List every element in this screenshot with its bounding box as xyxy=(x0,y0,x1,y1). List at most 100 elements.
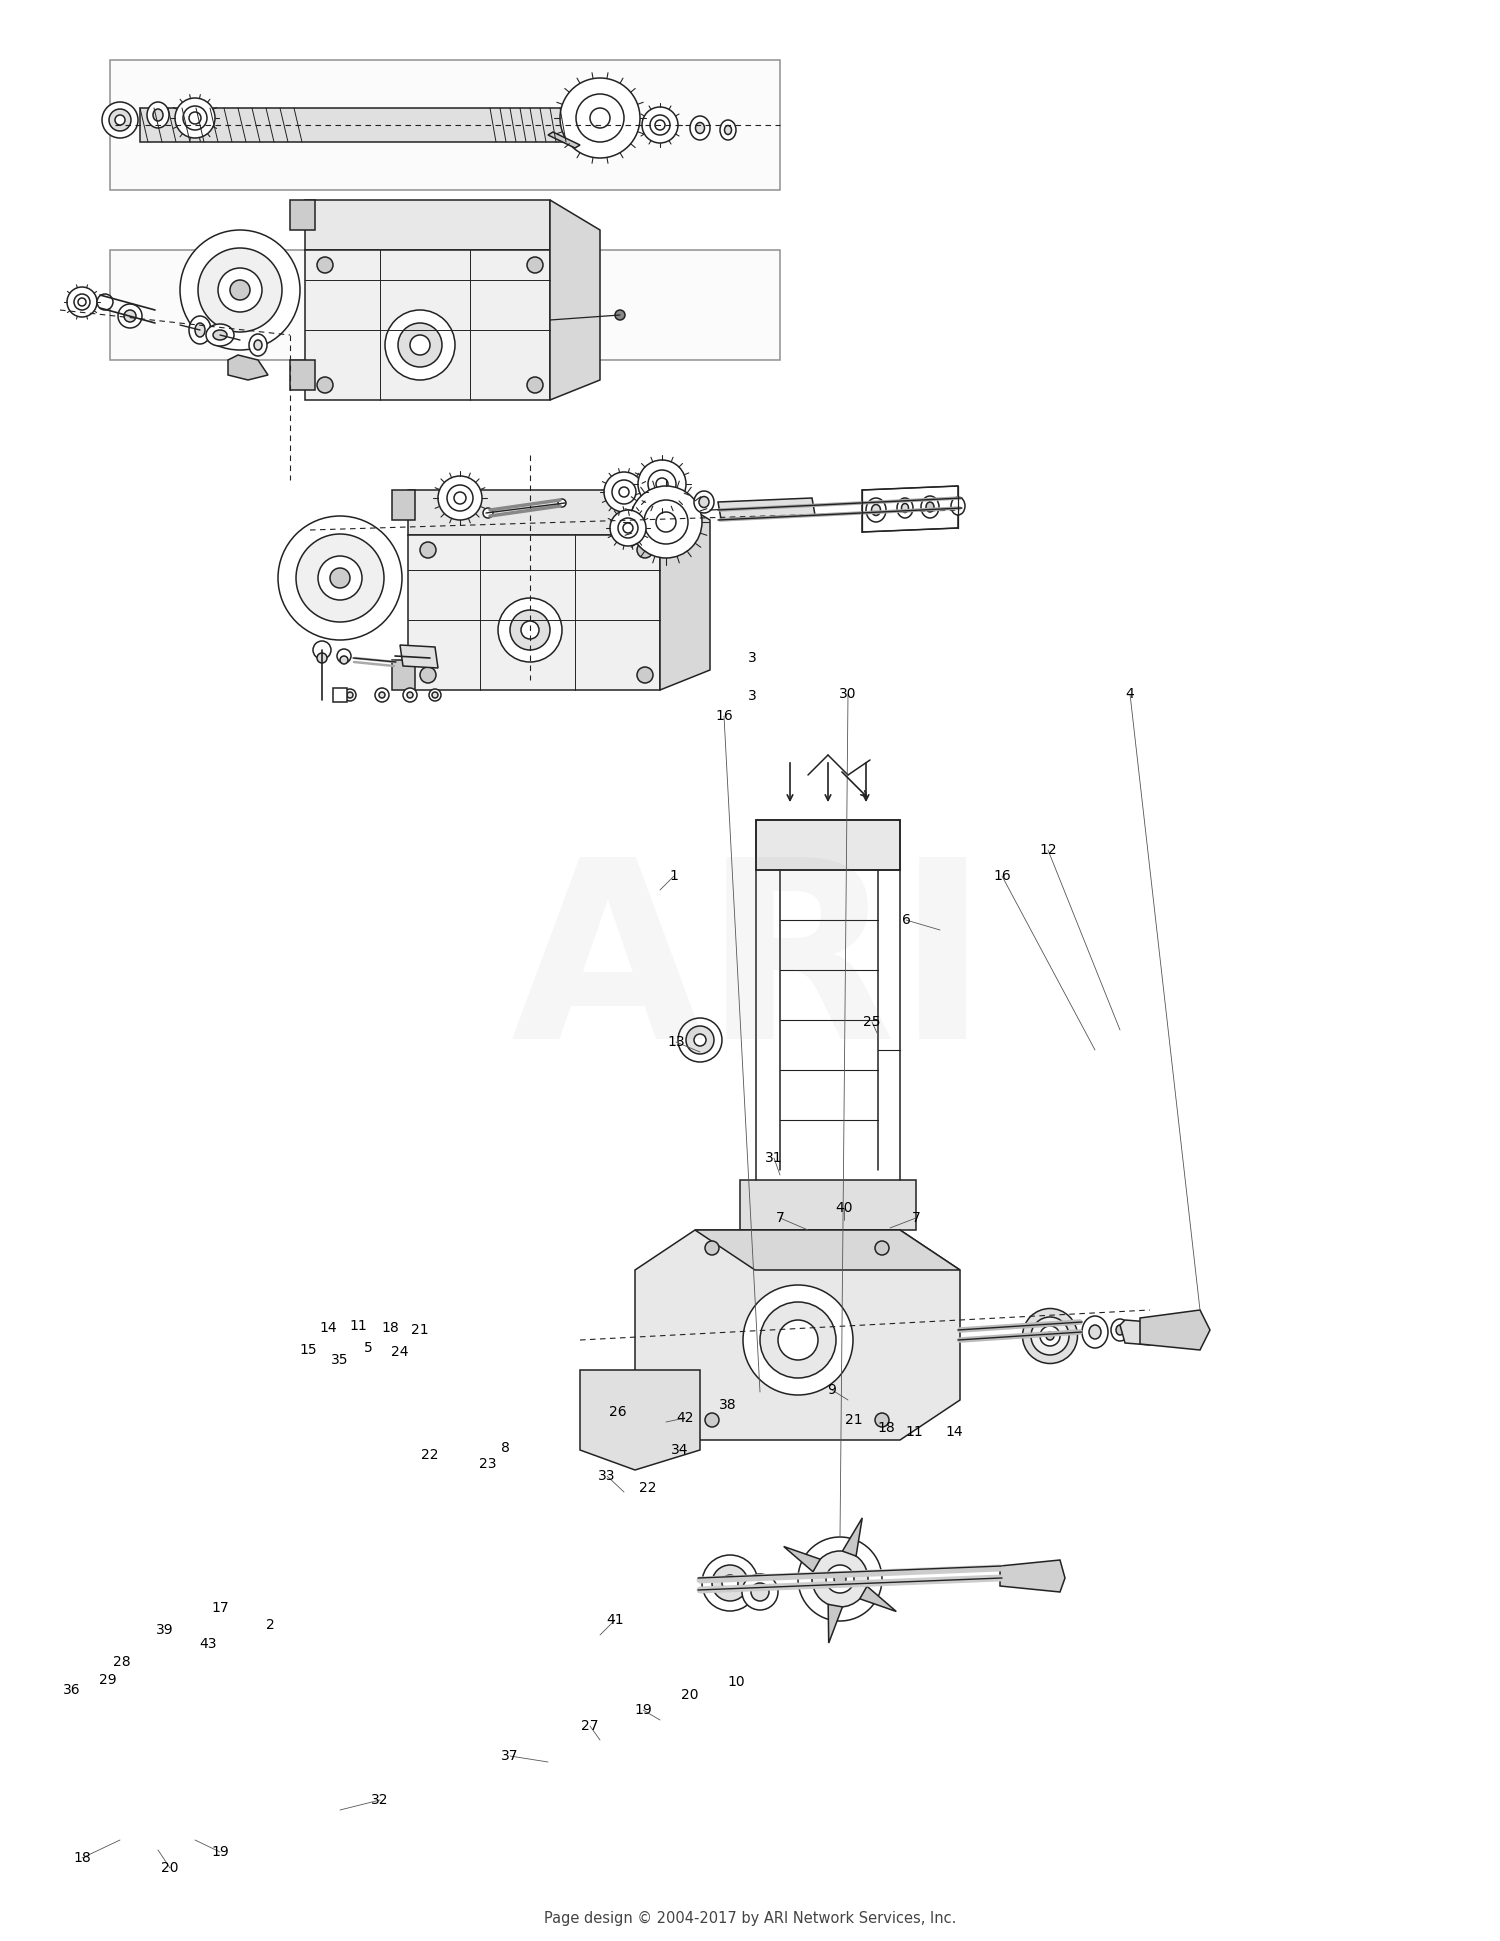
Polygon shape xyxy=(783,1547,820,1572)
Circle shape xyxy=(318,555,362,600)
Polygon shape xyxy=(862,485,958,532)
Ellipse shape xyxy=(921,497,939,518)
Polygon shape xyxy=(580,1370,700,1469)
Text: 14: 14 xyxy=(320,1322,338,1335)
Circle shape xyxy=(874,1240,890,1256)
Ellipse shape xyxy=(153,109,164,120)
Polygon shape xyxy=(843,1518,862,1557)
Ellipse shape xyxy=(1046,1332,1054,1339)
Text: 2: 2 xyxy=(266,1619,274,1632)
Text: 11: 11 xyxy=(350,1320,368,1333)
Ellipse shape xyxy=(699,497,709,507)
Ellipse shape xyxy=(696,122,705,134)
Text: 17: 17 xyxy=(211,1601,230,1615)
Circle shape xyxy=(340,656,348,664)
Polygon shape xyxy=(408,489,660,536)
Circle shape xyxy=(183,107,207,130)
Text: 19: 19 xyxy=(211,1846,230,1859)
Text: 41: 41 xyxy=(606,1613,624,1627)
Text: 20: 20 xyxy=(162,1861,178,1875)
Circle shape xyxy=(638,668,652,683)
Text: 7: 7 xyxy=(912,1211,921,1225)
Circle shape xyxy=(180,229,300,349)
Circle shape xyxy=(380,693,386,699)
Circle shape xyxy=(483,509,494,518)
Circle shape xyxy=(560,78,640,157)
Text: 25: 25 xyxy=(864,1015,880,1029)
Text: 16: 16 xyxy=(716,708,734,722)
Circle shape xyxy=(198,248,282,332)
Circle shape xyxy=(620,487,628,497)
Ellipse shape xyxy=(1112,1320,1130,1341)
Circle shape xyxy=(217,268,262,313)
Circle shape xyxy=(410,336,430,355)
Polygon shape xyxy=(1120,1320,1155,1345)
Polygon shape xyxy=(550,200,600,400)
Text: 9: 9 xyxy=(828,1384,837,1398)
Circle shape xyxy=(124,311,136,322)
Polygon shape xyxy=(718,499,815,518)
Circle shape xyxy=(656,120,664,130)
Text: 19: 19 xyxy=(634,1702,652,1718)
Ellipse shape xyxy=(195,322,206,338)
Circle shape xyxy=(686,1027,714,1054)
Text: 1: 1 xyxy=(669,870,678,883)
Text: 26: 26 xyxy=(609,1405,627,1419)
Polygon shape xyxy=(140,109,570,142)
Ellipse shape xyxy=(1040,1326,1060,1345)
Ellipse shape xyxy=(249,334,267,355)
Text: 5: 5 xyxy=(363,1341,372,1355)
Circle shape xyxy=(74,293,90,311)
Ellipse shape xyxy=(865,499,886,522)
Circle shape xyxy=(432,693,438,699)
Text: 8: 8 xyxy=(501,1440,510,1456)
Text: 29: 29 xyxy=(99,1673,117,1687)
Circle shape xyxy=(604,472,644,512)
Circle shape xyxy=(314,641,332,660)
Circle shape xyxy=(760,1302,836,1378)
Ellipse shape xyxy=(213,330,226,340)
Ellipse shape xyxy=(110,109,130,130)
Circle shape xyxy=(230,280,251,301)
Text: Page design © 2004-2017 by ARI Network Services, Inc.: Page design © 2004-2017 by ARI Network S… xyxy=(544,1910,956,1925)
Text: 18: 18 xyxy=(74,1852,92,1865)
Text: 3: 3 xyxy=(747,689,756,703)
Circle shape xyxy=(330,569,350,588)
Circle shape xyxy=(338,648,351,664)
Ellipse shape xyxy=(926,503,934,512)
Circle shape xyxy=(510,609,550,650)
Circle shape xyxy=(648,470,676,499)
Text: 6: 6 xyxy=(902,912,910,928)
Text: 13: 13 xyxy=(668,1035,686,1048)
Polygon shape xyxy=(1000,1561,1065,1592)
Polygon shape xyxy=(392,660,416,689)
Text: 36: 36 xyxy=(63,1683,81,1696)
Circle shape xyxy=(344,689,355,701)
Circle shape xyxy=(526,377,543,392)
Ellipse shape xyxy=(1023,1308,1077,1363)
Ellipse shape xyxy=(1082,1316,1108,1347)
Text: 14: 14 xyxy=(945,1425,963,1438)
Ellipse shape xyxy=(897,499,914,518)
Circle shape xyxy=(705,1413,718,1427)
Text: 40: 40 xyxy=(836,1201,852,1215)
Polygon shape xyxy=(110,250,780,359)
Polygon shape xyxy=(694,1231,960,1269)
Polygon shape xyxy=(400,644,438,668)
Circle shape xyxy=(638,542,652,557)
Circle shape xyxy=(454,491,466,505)
Polygon shape xyxy=(828,1605,843,1642)
Circle shape xyxy=(118,305,142,328)
Circle shape xyxy=(316,256,333,274)
Circle shape xyxy=(834,1572,846,1586)
Circle shape xyxy=(316,652,327,664)
Text: 39: 39 xyxy=(156,1623,174,1636)
Text: 23: 23 xyxy=(480,1458,496,1471)
Ellipse shape xyxy=(902,503,909,512)
Circle shape xyxy=(420,542,436,557)
Circle shape xyxy=(827,1564,854,1594)
Text: 35: 35 xyxy=(332,1353,348,1366)
Text: 42: 42 xyxy=(676,1411,693,1425)
Circle shape xyxy=(78,299,86,307)
Circle shape xyxy=(498,598,562,662)
